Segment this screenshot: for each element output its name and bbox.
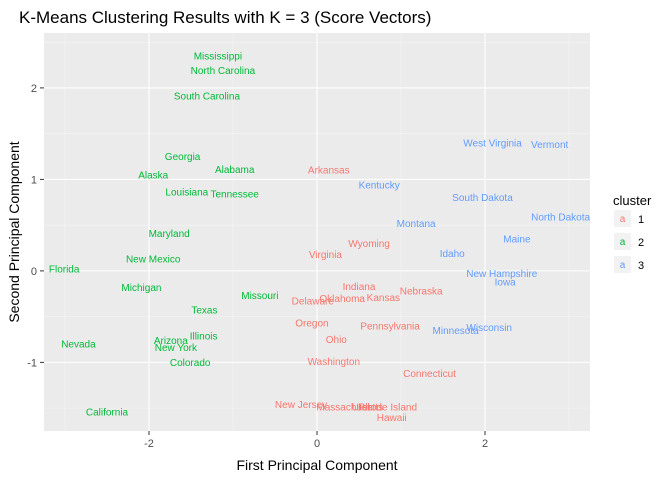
point-label: Colorado xyxy=(170,358,211,369)
point-label: New Mexico xyxy=(126,254,181,265)
point-label: New Hampshire xyxy=(466,269,538,280)
point-label: Washington xyxy=(308,357,360,368)
point-label: North Dakota xyxy=(531,212,590,223)
point-label: Nevada xyxy=(61,340,96,351)
point-label: Alabama xyxy=(215,165,255,176)
point-label: Arkansas xyxy=(308,166,350,177)
y-tick-label: 1 xyxy=(31,174,37,186)
point-label: New Jersey xyxy=(275,400,327,411)
legend-label: 1 xyxy=(638,214,644,226)
point-label: New York xyxy=(155,343,198,354)
point-label: Rhode Island xyxy=(358,403,417,414)
y-tick-label: 2 xyxy=(31,83,37,95)
point-label: South Dakota xyxy=(452,193,513,204)
point-label: South Carolina xyxy=(174,92,241,103)
legend-key xyxy=(614,233,631,250)
point-label: Alaska xyxy=(138,170,168,181)
point-label: Connecticut xyxy=(403,369,456,380)
point-label: North Carolina xyxy=(191,66,256,77)
point-label: Illinois xyxy=(190,331,218,342)
point-label: Missouri xyxy=(241,291,278,302)
point-label: Massachusetts xyxy=(316,403,383,414)
x-axis-title: First Principal Component xyxy=(236,457,397,473)
point-label: Oklahoma xyxy=(319,294,365,305)
point-label: Kansas xyxy=(367,293,400,304)
legend-title: cluster xyxy=(613,193,652,208)
point-label: Delaware xyxy=(292,297,335,308)
point-label: Utah xyxy=(352,403,373,414)
point-label: Minnesota xyxy=(433,326,480,337)
point-label: Iowa xyxy=(495,277,517,288)
y-tick-label: -1 xyxy=(27,357,37,369)
point-label: Wisconsin xyxy=(466,323,512,334)
legend-key-glyph: a xyxy=(620,214,626,225)
point-label: Louisiana xyxy=(165,188,208,199)
point-label: Virginia xyxy=(309,250,343,261)
point-label: California xyxy=(86,407,129,418)
x-tick-label: 0 xyxy=(314,438,320,450)
major-gridlines xyxy=(44,33,590,431)
point-label: Michigan xyxy=(121,283,161,294)
legend-label: 3 xyxy=(638,260,644,272)
legend-key-glyph: a xyxy=(620,260,626,271)
point-label: Idaho xyxy=(440,249,465,260)
point-label: Kentucky xyxy=(359,180,400,191)
legend-key-glyph: a xyxy=(620,237,626,248)
point-label: Mississippi xyxy=(194,51,242,62)
legend-key xyxy=(614,210,631,227)
point-label: Texas xyxy=(191,306,217,317)
point-label: Montana xyxy=(397,219,436,230)
point-label: Pennsylvania xyxy=(360,321,420,332)
point-label: Oregon xyxy=(295,319,328,330)
y-tick-label: 0 xyxy=(31,266,37,278)
point-label: Florida xyxy=(49,265,80,276)
legend-key xyxy=(614,256,631,273)
axis-ticks: -2 0 2 -1 0 1 2 xyxy=(27,83,488,450)
point-label: Arizona xyxy=(154,336,188,347)
point-label: Georgia xyxy=(165,152,201,163)
point-label: Tennessee xyxy=(210,190,259,201)
point-label: Ohio xyxy=(326,335,348,346)
point-label: Maryland xyxy=(149,229,190,240)
point-label: Vermont xyxy=(531,140,568,151)
point-label: Indiana xyxy=(343,282,376,293)
point-label: Wyoming xyxy=(348,239,390,250)
point-labels: Mississippi North Carolina South Carolina G… xyxy=(49,51,591,423)
y-axis-title: Second Principal Component xyxy=(6,141,22,322)
point-label: West Virginia xyxy=(463,138,522,149)
point-label: Nebraska xyxy=(400,287,443,298)
chart-title: K-Means Clustering Results with K = 3 (S… xyxy=(19,8,431,27)
x-tick-label: -2 xyxy=(144,438,154,450)
legend-label: 2 xyxy=(638,237,644,249)
x-tick-label: 2 xyxy=(482,438,488,450)
point-label: Maine xyxy=(503,234,531,245)
legend: cluster a 1 a 2 a 3 xyxy=(613,193,652,273)
point-label: Hawaii xyxy=(377,413,407,424)
